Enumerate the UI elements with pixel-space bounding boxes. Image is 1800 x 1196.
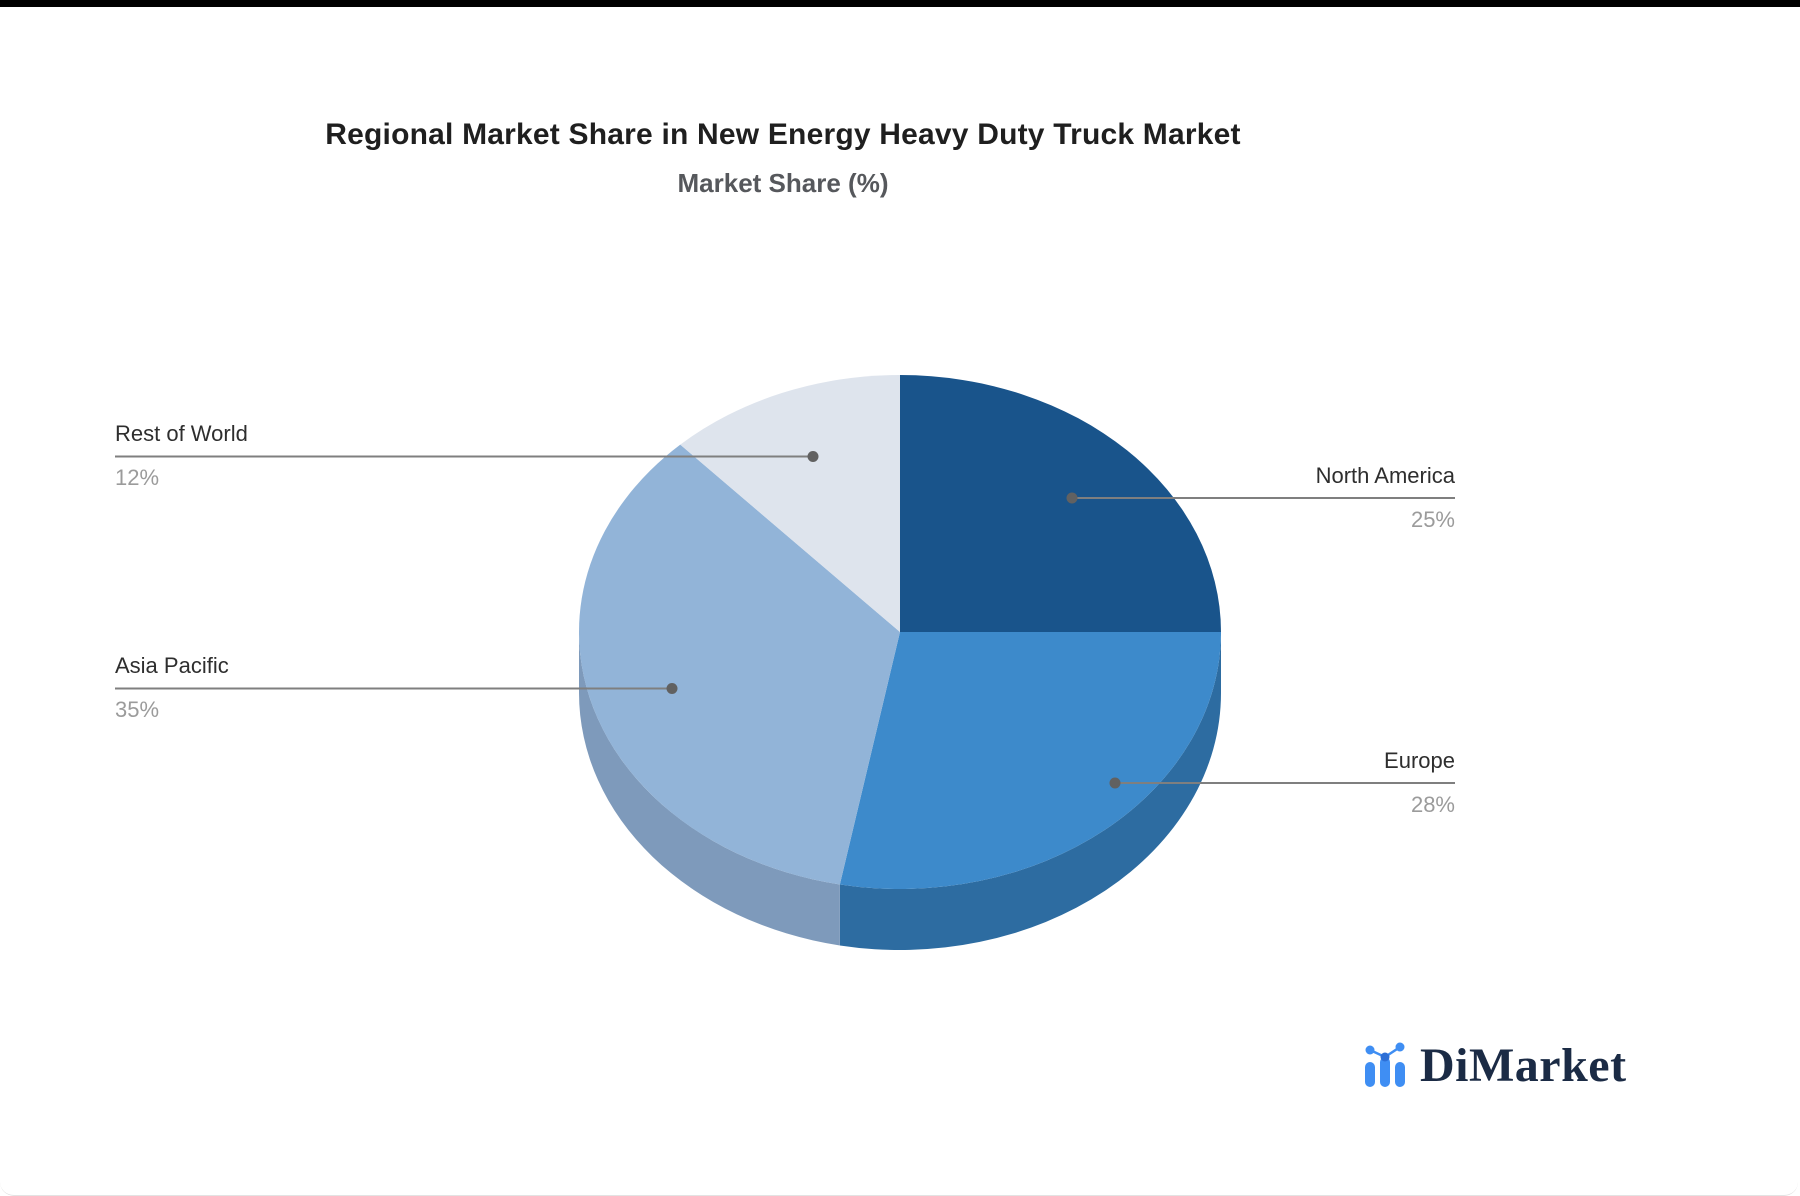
dimarket-logo: DiMarket xyxy=(1363,1038,1627,1093)
callout-value: 25% xyxy=(1410,507,1455,532)
pie-depth-asia-pacific xyxy=(579,632,840,946)
callout-north-america: North America 25% xyxy=(1055,462,1455,534)
callout-asia-pacific: Asia Pacific 35% xyxy=(115,652,675,724)
chart-title: Regional Market Share in New Energy Heav… xyxy=(325,118,1241,151)
callout-value: 35% xyxy=(115,697,160,722)
callout-label: Europe xyxy=(1384,748,1455,773)
pie-depth-europe xyxy=(839,632,1221,950)
callout-label: Rest of World xyxy=(115,421,248,446)
bar-line-chart-icon xyxy=(1365,1042,1405,1087)
chart-subtitle: Market Share (%) xyxy=(677,168,889,198)
pie-slice-europe[interactable] xyxy=(839,632,1221,889)
pie-slice-asia-pacific[interactable] xyxy=(578,444,900,885)
pie-slices xyxy=(578,375,1221,889)
callout-value: 12% xyxy=(115,465,160,490)
leader-dot-europe xyxy=(1109,777,1121,789)
callout-europe: Europe 28% xyxy=(1055,747,1455,819)
callout-value: 28% xyxy=(1410,792,1455,817)
window-top-edge xyxy=(0,0,1800,7)
leader-lines xyxy=(115,451,1455,789)
pie-slice-north-america[interactable] xyxy=(900,375,1221,632)
leader-dot-north-america xyxy=(1066,492,1078,504)
pie-slice-rest-of-world[interactable] xyxy=(680,375,900,632)
callout-label: North America xyxy=(1315,463,1455,488)
leader-dot-rest-of-world xyxy=(807,451,819,462)
leader-dot-asia-pacific xyxy=(666,683,678,694)
logo-text: DiMarket xyxy=(1420,1039,1627,1092)
callout-rest-of-world: Rest of World 12% xyxy=(115,420,815,492)
callout-label: Asia Pacific xyxy=(115,653,229,678)
pie-3d-depth xyxy=(579,632,1221,950)
